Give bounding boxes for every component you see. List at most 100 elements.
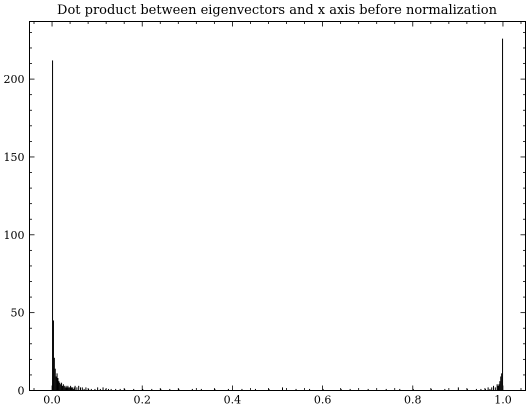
histogram-bar xyxy=(385,388,387,391)
histogram-bar xyxy=(214,388,216,391)
histogram-bar xyxy=(133,388,135,391)
histogram-bar xyxy=(142,388,144,391)
histogram-bar xyxy=(69,387,71,391)
histogram-bar xyxy=(74,385,76,391)
histogram-bar xyxy=(70,385,72,391)
ticks-group: 0.0 0.2 0.4 0.6 0.8 1.0 0 50 100 150 200 xyxy=(4,21,526,407)
histogram-bar xyxy=(72,388,74,391)
histogram-bar xyxy=(497,385,499,391)
histogram-bar xyxy=(90,388,92,391)
histogram-bar xyxy=(67,385,69,391)
histogram-bar xyxy=(399,388,401,391)
histogram-bar xyxy=(60,384,62,391)
histogram-bar xyxy=(160,388,162,391)
y-tick-label: 150 xyxy=(4,151,25,164)
histogram-bar xyxy=(65,385,67,391)
histogram-bar xyxy=(200,388,202,391)
histogram-bar xyxy=(501,373,503,391)
histogram-bar xyxy=(484,388,486,391)
histogram-bar xyxy=(68,387,70,391)
y-tick-label: 100 xyxy=(4,229,25,242)
histogram-bar xyxy=(475,388,477,391)
histogram-bar xyxy=(54,368,56,391)
histogram-bar xyxy=(444,388,446,391)
histogram-bar xyxy=(78,385,80,391)
histogram-bar xyxy=(71,387,73,391)
histogram-bar xyxy=(52,320,54,391)
histogram-bar xyxy=(480,388,482,391)
histogram-bar xyxy=(80,387,81,391)
histogram-bar xyxy=(322,388,324,391)
histogram-bar xyxy=(254,388,256,391)
histogram-bar xyxy=(466,388,468,391)
histogram-bar xyxy=(59,382,61,391)
x-tick-label: 0.6 xyxy=(314,394,332,407)
histogram-bar xyxy=(241,388,243,391)
histogram-bar xyxy=(94,388,96,391)
histogram-bar xyxy=(73,387,75,391)
x-tick-label: 0.0 xyxy=(43,394,61,407)
histogram-bar xyxy=(496,384,498,391)
histogram-bar xyxy=(110,388,112,391)
histogram-bar xyxy=(81,387,83,391)
histogram-bar xyxy=(52,60,54,391)
histogram-bar xyxy=(115,388,117,391)
histogram-bar xyxy=(340,388,342,391)
histogram-bar xyxy=(58,381,60,391)
y-tick-label: 200 xyxy=(4,73,25,86)
x-tick-label: 0.4 xyxy=(224,394,242,407)
bars-group xyxy=(52,38,504,391)
histogram-bar xyxy=(64,387,66,391)
histogram-bar xyxy=(282,387,284,391)
plot-frame xyxy=(29,21,526,391)
histogram-bar xyxy=(489,388,491,391)
histogram-bar xyxy=(178,388,180,391)
histogram-bar xyxy=(491,387,493,391)
histogram-bar xyxy=(99,388,101,391)
histogram-bar xyxy=(268,388,270,391)
histogram-bar xyxy=(493,385,495,391)
histogram-bar xyxy=(309,388,311,391)
y-tick-label: 50 xyxy=(11,307,25,320)
histogram-bar xyxy=(499,381,501,391)
histogram-bar xyxy=(119,388,121,391)
histogram-bar xyxy=(487,387,489,391)
histogram-bar xyxy=(76,387,78,391)
histogram-bar xyxy=(61,385,63,391)
histogram-bar xyxy=(502,38,504,391)
histogram-bar xyxy=(61,382,63,391)
histogram-bar xyxy=(88,388,90,391)
y-tick-label: 0 xyxy=(18,385,25,398)
histogram-bar xyxy=(227,388,229,391)
histogram-bar xyxy=(151,388,153,391)
histogram-bar xyxy=(295,388,297,391)
x-tick-label: 0.8 xyxy=(404,394,422,407)
histogram-bar xyxy=(66,387,68,391)
histogram-bar xyxy=(107,388,109,391)
histogram-bar xyxy=(412,388,414,391)
histogram-bar xyxy=(102,387,104,391)
histogram-bar xyxy=(70,387,72,391)
histogram-bar xyxy=(367,388,369,391)
histogram-bar xyxy=(53,357,55,391)
x-tick-label: 0.2 xyxy=(133,394,151,407)
histogram-bar xyxy=(63,385,65,391)
histogram-bar xyxy=(105,388,107,391)
histogram-bar xyxy=(500,376,502,391)
chart-title: Dot product between eigenvectors and x a… xyxy=(57,3,498,18)
histogram-bar xyxy=(349,388,351,391)
histogram-bar xyxy=(124,388,126,391)
histogram-bar xyxy=(191,388,193,391)
histogram-bar xyxy=(169,388,171,391)
histogram-bar xyxy=(457,387,459,391)
histogram-bar xyxy=(56,373,58,391)
histogram-bar xyxy=(83,388,85,391)
histogram-bar xyxy=(55,376,57,391)
x-tick-label: 1.0 xyxy=(494,394,512,407)
histogram-bar xyxy=(97,387,99,391)
histogram-bar xyxy=(430,388,432,391)
histogram-bar xyxy=(85,387,87,391)
histogram-bar xyxy=(494,387,496,391)
histogram-bar xyxy=(498,384,500,391)
